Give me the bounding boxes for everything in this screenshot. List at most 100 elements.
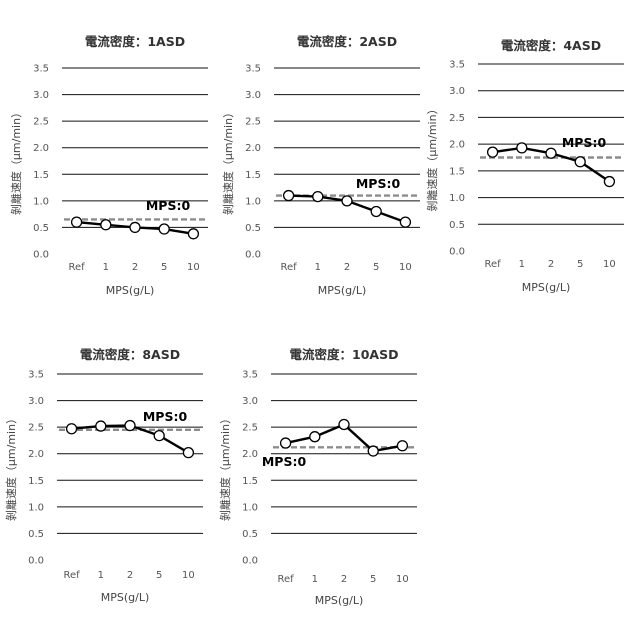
x-tick-label: 2 bbox=[344, 262, 350, 273]
x-tick-label: Ref bbox=[69, 262, 86, 273]
y-tick-label: 0.5 bbox=[33, 223, 49, 234]
data-point bbox=[101, 220, 111, 230]
x-tick-label: 5 bbox=[370, 574, 376, 585]
data-point bbox=[72, 217, 82, 227]
y-axis-label: 剝離速度（μm/min） bbox=[221, 107, 235, 215]
x-tick-label: 2 bbox=[132, 262, 138, 273]
data-point bbox=[310, 432, 320, 442]
y-tick-label: 0.0 bbox=[245, 250, 261, 261]
y-tick-label: 0.5 bbox=[242, 529, 258, 540]
chart-panel-1: 電流密度：1ASD0.00.51.01.52.02.53.03.5Ref1251… bbox=[9, 34, 208, 297]
x-tick-label: 5 bbox=[373, 262, 379, 273]
y-tick-label: 1.0 bbox=[245, 196, 261, 207]
x-tick-label: Ref bbox=[281, 262, 298, 273]
x-tick-label: 5 bbox=[161, 262, 167, 273]
x-axis-label: MPS(g/L) bbox=[101, 591, 150, 604]
y-axis-label: 剝離速度（μm/min） bbox=[9, 107, 23, 215]
x-tick-label: 2 bbox=[548, 259, 554, 270]
y-tick-label: 3.5 bbox=[449, 60, 465, 71]
data-point bbox=[130, 222, 140, 232]
y-tick-label: 3.5 bbox=[245, 64, 261, 75]
y-axis-label: 剝離速度（μm/min） bbox=[4, 413, 18, 521]
data-point bbox=[517, 143, 527, 153]
y-tick-label: 3.5 bbox=[28, 370, 44, 381]
x-tick-label: 10 bbox=[399, 262, 412, 273]
y-tick-label: 0.0 bbox=[449, 247, 465, 258]
data-point bbox=[342, 196, 352, 206]
y-axis-label: 剝離速度（μm/min） bbox=[218, 413, 232, 521]
y-tick-label: 1.5 bbox=[33, 170, 49, 181]
data-point bbox=[400, 217, 410, 227]
y-tick-label: 2.0 bbox=[28, 449, 44, 460]
chart-title: 電流密度：8ASD bbox=[80, 347, 180, 362]
y-tick-label: 0.5 bbox=[28, 529, 44, 540]
y-tick-label: 0.5 bbox=[449, 220, 465, 231]
data-point bbox=[125, 421, 135, 431]
y-tick-label: 1.5 bbox=[242, 476, 258, 487]
data-point bbox=[368, 446, 378, 456]
y-tick-label: 2.5 bbox=[245, 117, 261, 128]
y-tick-label: 1.5 bbox=[449, 166, 465, 177]
x-axis-label: MPS(g/L) bbox=[315, 594, 364, 607]
chart-title: 電流密度：10ASD bbox=[290, 347, 399, 362]
y-tick-label: 1.0 bbox=[449, 193, 465, 204]
y-tick-label: 2.0 bbox=[245, 143, 261, 154]
y-tick-label: 0.0 bbox=[33, 250, 49, 261]
y-tick-label: 2.5 bbox=[449, 113, 465, 124]
y-tick-label: 3.0 bbox=[242, 396, 258, 407]
y-tick-label: 1.0 bbox=[33, 196, 49, 207]
y-tick-label: 3.0 bbox=[28, 396, 44, 407]
reference-label: MPS:0 bbox=[356, 176, 401, 191]
y-tick-label: 1.0 bbox=[28, 502, 44, 513]
x-axis-label: MPS(g/L) bbox=[106, 284, 155, 297]
data-point bbox=[284, 191, 294, 201]
data-point bbox=[397, 441, 407, 451]
x-tick-label: 5 bbox=[156, 570, 162, 581]
y-tick-label: 3.0 bbox=[33, 90, 49, 101]
y-tick-label: 2.0 bbox=[242, 449, 258, 460]
data-point bbox=[371, 206, 381, 216]
data-point bbox=[604, 177, 614, 187]
x-tick-label: 10 bbox=[182, 570, 195, 581]
x-tick-label: Ref bbox=[278, 574, 295, 585]
reference-label: MPS:0 bbox=[143, 409, 188, 424]
chart-title: 電流密度：4ASD bbox=[501, 38, 601, 53]
x-tick-label: 1 bbox=[103, 262, 109, 273]
x-tick-label: 2 bbox=[127, 570, 133, 581]
x-tick-label: 2 bbox=[341, 574, 347, 585]
chart-panel-3: 電流密度：4ASD0.00.51.01.52.02.53.03.5Ref1251… bbox=[425, 38, 624, 294]
reference-label: MPS:0 bbox=[562, 135, 607, 150]
reference-label: MPS:0 bbox=[146, 198, 191, 213]
y-tick-label: 2.0 bbox=[449, 140, 465, 151]
y-tick-label: 0.0 bbox=[28, 556, 44, 567]
y-tick-label: 1.0 bbox=[242, 502, 258, 513]
data-point bbox=[339, 419, 349, 429]
data-point bbox=[183, 448, 193, 458]
data-point bbox=[575, 157, 585, 167]
data-point bbox=[313, 192, 323, 202]
reference-label: MPS:0 bbox=[262, 454, 307, 469]
y-tick-label: 0.0 bbox=[242, 556, 258, 567]
x-axis-label: MPS(g/L) bbox=[318, 284, 367, 297]
y-tick-label: 3.0 bbox=[245, 90, 261, 101]
x-tick-label: 10 bbox=[603, 259, 616, 270]
chart-panel-5: 電流密度：10ASD0.00.51.01.52.02.53.03.5Ref125… bbox=[218, 347, 417, 607]
x-tick-label: Ref bbox=[485, 259, 502, 270]
y-tick-label: 3.5 bbox=[242, 370, 258, 381]
chart-title: 電流密度：2ASD bbox=[297, 34, 397, 49]
y-tick-label: 0.5 bbox=[245, 223, 261, 234]
x-tick-label: 10 bbox=[396, 574, 409, 585]
data-point bbox=[67, 424, 77, 434]
chart-panel-4: 電流密度：8ASD0.00.51.01.52.02.53.03.5Ref1251… bbox=[4, 347, 203, 604]
chart-title: 電流密度：1ASD bbox=[85, 34, 185, 49]
chart-panel-2: 電流密度：2ASD0.00.51.01.52.02.53.03.5Ref1251… bbox=[221, 34, 420, 297]
data-point bbox=[154, 431, 164, 441]
data-point bbox=[96, 421, 106, 431]
x-tick-label: 1 bbox=[519, 259, 525, 270]
data-point bbox=[546, 148, 556, 158]
y-tick-label: 1.5 bbox=[28, 476, 44, 487]
x-tick-label: 1 bbox=[98, 570, 104, 581]
data-point bbox=[281, 438, 291, 448]
y-tick-label: 3.0 bbox=[449, 86, 465, 97]
data-point bbox=[188, 229, 198, 239]
